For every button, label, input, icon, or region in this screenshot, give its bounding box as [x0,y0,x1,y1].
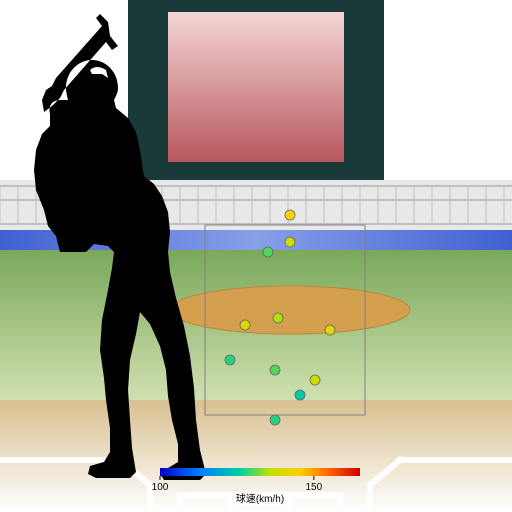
pitch-marker [263,247,273,257]
pitch-marker [270,365,280,375]
pitch-marker [225,355,235,365]
legend-tick-label: 100 [152,482,169,493]
legend-label: 球速(km/h) [236,492,284,505]
pitch-location-chart: 100 150 球速(km/h) [0,0,512,512]
legend-colorbar [160,468,360,476]
pitch-marker [325,325,335,335]
dirt-oval [170,286,410,334]
pitch-marker [310,375,320,385]
scoreboard-screen [168,12,344,162]
pitch-marker [285,237,295,247]
pitch-marker [270,415,280,425]
legend-tick-label: 150 [306,482,323,493]
pitch-marker [273,313,283,323]
pitch-marker [240,320,250,330]
pitch-marker [285,210,295,220]
pitch-marker [295,390,305,400]
